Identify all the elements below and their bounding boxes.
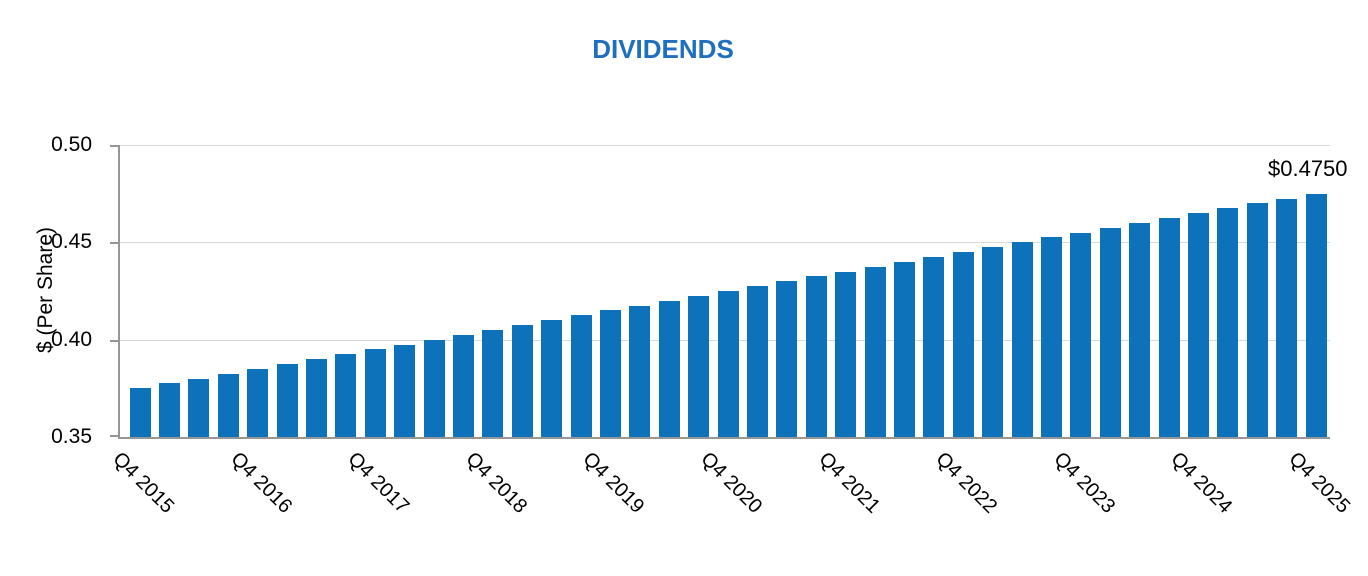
bar	[1040, 237, 1062, 437]
gridline	[120, 145, 1330, 146]
bar	[129, 388, 151, 437]
x-tick-label: Q4 2018	[461, 448, 532, 518]
bar	[276, 364, 298, 437]
x-tick-label: Q4 2017	[343, 448, 414, 518]
bar	[923, 257, 945, 437]
bar	[511, 325, 533, 437]
bar	[629, 306, 651, 437]
chart-title: DIVIDENDS	[592, 34, 734, 64]
bar	[688, 296, 710, 437]
bar	[805, 276, 827, 437]
x-tick-label: Q4 2015	[108, 448, 179, 518]
bar	[188, 379, 210, 437]
bar	[423, 340, 445, 437]
bar	[717, 291, 739, 437]
y-tick-label: 0.50	[51, 133, 92, 156]
plot-area	[110, 145, 1330, 439]
bar	[335, 354, 357, 437]
bar	[1187, 213, 1209, 437]
bar	[541, 320, 563, 437]
y-tick-mark	[110, 340, 118, 342]
bar	[394, 345, 416, 437]
bar	[1276, 199, 1298, 437]
y-tick-label: 0.40	[51, 327, 92, 351]
bar	[158, 383, 180, 437]
bar	[570, 315, 592, 437]
bar	[1011, 242, 1033, 437]
last-bar-value-annotation: $0.4750	[1268, 156, 1348, 181]
y-tick-mark	[110, 242, 118, 244]
bar	[1099, 228, 1121, 437]
bar	[1158, 218, 1180, 437]
bar	[247, 369, 269, 437]
bar	[658, 301, 680, 437]
bar	[305, 359, 327, 437]
bar	[217, 374, 239, 437]
y-tick-label: 0.45	[51, 230, 92, 254]
x-tick-label: Q4 2020	[696, 448, 767, 518]
bar	[1070, 233, 1092, 437]
bar	[835, 272, 857, 437]
bar	[893, 262, 915, 437]
x-tick-label: Q4 2022	[931, 448, 1002, 518]
x-tick-label: Q4 2019	[578, 448, 649, 518]
x-tick-label: Q4 2021	[814, 448, 884, 518]
gridline	[120, 242, 1330, 243]
bar	[952, 252, 974, 437]
bar	[482, 330, 504, 437]
y-tick-label: 0.35	[51, 425, 92, 448]
bar	[864, 267, 886, 437]
bar	[1217, 208, 1239, 437]
bar	[599, 310, 621, 437]
bar	[1129, 223, 1151, 437]
x-tick-label: Q4 2024	[1166, 448, 1237, 518]
bar	[1305, 194, 1327, 437]
bar	[452, 335, 474, 437]
bar	[776, 281, 798, 437]
bar	[746, 286, 768, 437]
bar	[1246, 203, 1268, 437]
x-tick-label: Q4 2023	[1049, 448, 1120, 518]
y-tick-mark	[110, 435, 118, 437]
bar	[982, 247, 1004, 437]
bar	[364, 349, 386, 437]
y-tick-mark	[110, 145, 118, 147]
x-tick-label: Q4 2025	[1284, 448, 1355, 518]
x-tick-label: Q4 2016	[226, 448, 296, 518]
